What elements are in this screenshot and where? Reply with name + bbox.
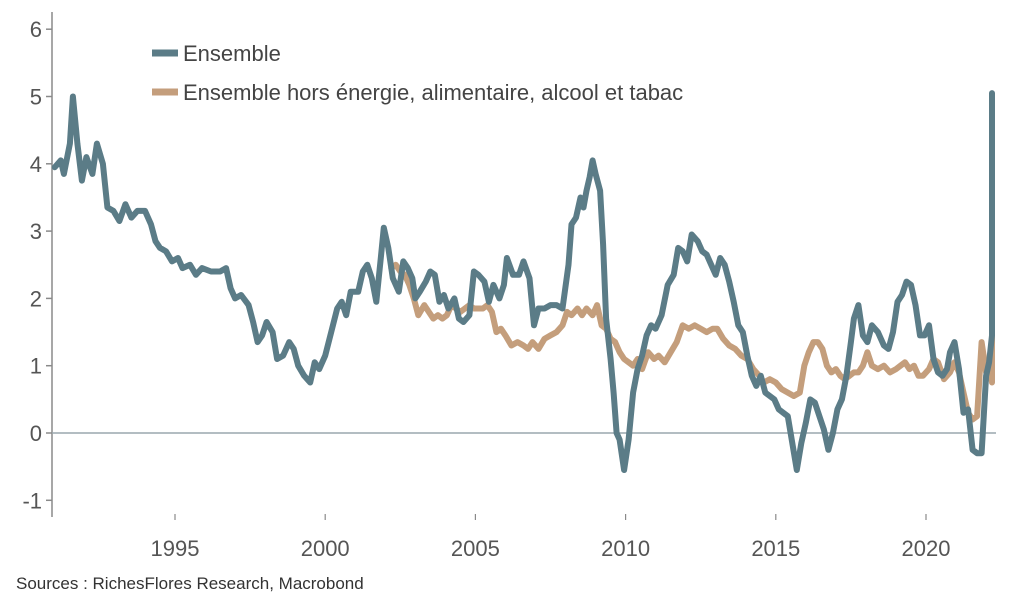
series-line-core xyxy=(388,258,995,423)
y-tick-label: 5 xyxy=(30,85,42,110)
legend: Ensemble Ensemble hors énergie, alimenta… xyxy=(152,41,683,105)
y-tick-label: -1 xyxy=(22,488,42,513)
legend-item-core: Ensemble hors énergie, alimentaire, alco… xyxy=(152,80,683,105)
legend-item-ensemble: Ensemble xyxy=(152,41,281,66)
series-layer xyxy=(51,90,995,473)
x-axis-ticks: 1995 2000 2005 2010 2015 2020 xyxy=(151,514,951,561)
y-tick-label: 4 xyxy=(30,152,42,177)
y-axis-ticks: -1 0 1 2 3 4 5 6 xyxy=(22,17,52,513)
x-tick-label: 2000 xyxy=(301,536,350,561)
y-tick-label: 1 xyxy=(30,354,42,379)
x-tick-label: 1995 xyxy=(151,536,200,561)
x-tick-label: 2015 xyxy=(751,536,800,561)
x-tick-label: 2010 xyxy=(601,536,650,561)
y-tick-label: 6 xyxy=(30,17,42,42)
y-tick-label: 0 xyxy=(30,421,42,446)
legend-label-core: Ensemble hors énergie, alimentaire, alco… xyxy=(183,80,683,105)
axes: -1 0 1 2 3 4 5 6 1995 2000 2005 2010 2015 2020 xyxy=(22,12,996,561)
legend-label-ensemble: Ensemble xyxy=(183,41,281,66)
x-tick-label: 2005 xyxy=(451,536,500,561)
source-note: Sources : RichesFlores Research, Macrobo… xyxy=(16,574,364,593)
series-line-ensemble xyxy=(51,90,995,473)
x-tick-label: 2020 xyxy=(902,536,951,561)
y-tick-label: 2 xyxy=(30,286,42,311)
y-tick-label: 3 xyxy=(30,219,42,244)
